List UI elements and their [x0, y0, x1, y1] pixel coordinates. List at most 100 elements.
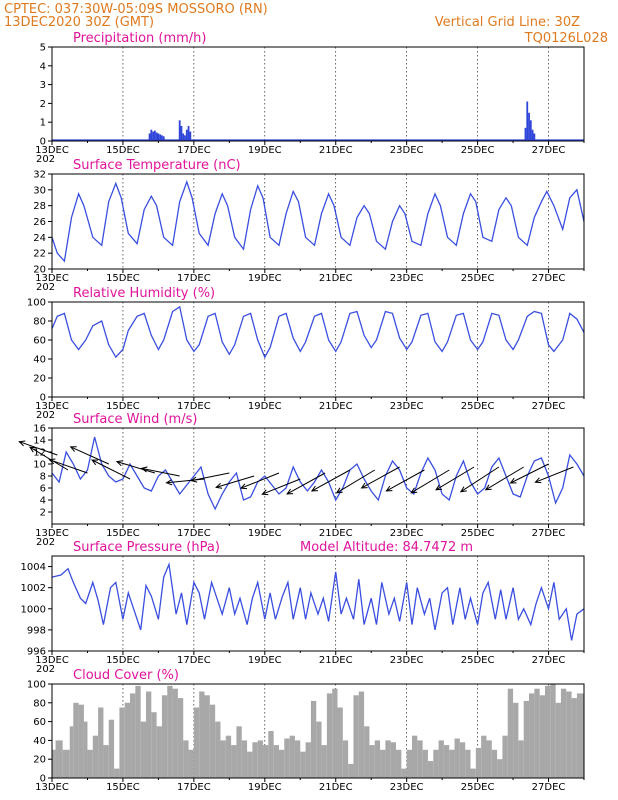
- wind-vector-shaft: [91, 459, 131, 480]
- cloud-bar: [443, 745, 450, 778]
- wind-series-line: [51, 436, 585, 511]
- year-label: 202: [36, 154, 55, 165]
- wind-vector-shaft: [141, 467, 180, 477]
- y-tick-label: 26: [33, 217, 46, 228]
- humidity-frame: [51, 301, 585, 398]
- cloud-bar: [284, 738, 290, 778]
- cloud-bar: [497, 759, 503, 778]
- y-tick-label: 0: [40, 137, 46, 148]
- cloud-bar: [566, 691, 572, 778]
- cloud-bar: [316, 721, 322, 778]
- cloud-bar: [406, 749, 412, 778]
- cloud-bar: [332, 688, 338, 778]
- y-tick-label: 1002: [21, 583, 46, 594]
- x-tick-label: 21DEC: [319, 273, 353, 284]
- header-location: CPTEC: 037:30W-05:09S MOSSORO (RN): [4, 2, 268, 17]
- precip-bar: [531, 129, 534, 141]
- cloud-bar: [396, 749, 402, 778]
- cloud-bar: [491, 749, 498, 778]
- y-tick-label: 40: [33, 355, 46, 366]
- cloud-bar: [183, 740, 189, 778]
- precipitation-panel: 0 1 2 3 4 5 13DEC 15DEC 17DEC 19DEC 21DEC 23DEC 25DE…: [35, 31, 585, 165]
- wind-vector-shaft: [216, 475, 255, 488]
- x-tick-label: 13DEC: [35, 145, 69, 156]
- x-tick-label: 15DEC: [106, 145, 140, 156]
- x-tick-label: 21DEC: [319, 655, 353, 666]
- x-tick-label: 21DEC: [319, 782, 353, 793]
- y-tick-label: 32: [33, 170, 46, 181]
- x-tick-label: 25DEC: [461, 273, 495, 284]
- cloud-bar: [161, 695, 168, 778]
- wind-vector: [509, 463, 549, 484]
- cloud-bar: [449, 749, 455, 778]
- cloud-bar: [69, 726, 74, 778]
- wind-vector: [286, 472, 326, 495]
- x-tick-label: 19DEC: [248, 401, 282, 412]
- cloud-bar: [364, 726, 370, 778]
- wind-vector-head: [360, 482, 368, 489]
- x-tick-label: 13DEC: [35, 401, 69, 412]
- wind-vector: [215, 475, 255, 489]
- x-tick-label: 17DEC: [177, 401, 211, 412]
- x-tick-label: 13DEC: [35, 273, 69, 284]
- cloud-bar: [78, 704, 84, 778]
- wind-vector-shaft: [70, 446, 109, 465]
- y-tick-label: 20: [33, 374, 46, 385]
- x-tick-label: 17DEC: [177, 528, 211, 539]
- y-tick-label: 6: [40, 484, 46, 495]
- cloud-bar: [247, 751, 253, 778]
- precip-bar: [157, 133, 160, 141]
- cloud-bar: [135, 685, 141, 778]
- x-tick-label: 17DEC: [177, 782, 211, 793]
- precip-bar: [529, 120, 532, 141]
- x-tick-label: 23DEC: [390, 528, 424, 539]
- cloud-bar: [481, 735, 487, 778]
- precipitation-title: Precipitation (mm/h): [73, 31, 206, 46]
- cloud-bar: [241, 740, 248, 778]
- precip-bar: [150, 129, 153, 141]
- pressure-panel: 996 998 1000 1002 1004 13DEC 15DEC 17DEC 19DEC 21…: [21, 540, 585, 675]
- wind-vector: [140, 466, 180, 477]
- precip-bar: [185, 129, 188, 141]
- x-tick-label: 13DEC: [35, 782, 69, 793]
- wind-vector-head: [90, 459, 99, 466]
- precip-bar: [526, 101, 529, 141]
- y-tick-label: 0: [40, 393, 46, 404]
- cloud-bar: [252, 742, 258, 778]
- wind-vector: [261, 478, 301, 496]
- x-tick-label: 13DEC: [35, 655, 69, 666]
- cloud-bar: [534, 688, 540, 778]
- wind-vector-shaft: [361, 466, 400, 489]
- wind-vector: [335, 469, 376, 494]
- temperature-frame: [51, 173, 585, 270]
- cloud-bar: [236, 726, 242, 778]
- y-tick-label: 60: [33, 336, 46, 347]
- wind-vector: [18, 440, 58, 456]
- precip-bar: [533, 133, 536, 141]
- pressure-title: Surface Pressure (hPa): [73, 540, 220, 555]
- y-tick-label: 40: [33, 736, 46, 747]
- cloud-bar: [52, 749, 56, 778]
- y-tick-label: 80: [33, 698, 46, 709]
- cloud-bar: [475, 747, 482, 778]
- cloud-cover-frame: [51, 683, 585, 779]
- wind-vector-head: [239, 483, 248, 490]
- y-tick-label: 100: [27, 298, 46, 309]
- wind-vector-head: [18, 440, 26, 447]
- cloud-bar: [459, 742, 466, 778]
- wind-vector: [29, 446, 69, 471]
- cloud-bar: [465, 749, 471, 778]
- cloud-bar: [433, 749, 439, 778]
- precip-bar: [187, 125, 190, 141]
- x-tick-label: 27DEC: [532, 655, 566, 666]
- cloud-bar: [119, 707, 125, 778]
- y-tick-label: 10: [33, 460, 46, 471]
- cloud-bar: [342, 740, 349, 778]
- y-tick-label: 4: [40, 61, 46, 72]
- y-tick-label: 8: [40, 472, 46, 483]
- wind-vector-head: [534, 477, 542, 484]
- wind-vector-head: [385, 485, 393, 492]
- cloud-bar: [326, 693, 333, 778]
- cloud-bar: [544, 685, 551, 778]
